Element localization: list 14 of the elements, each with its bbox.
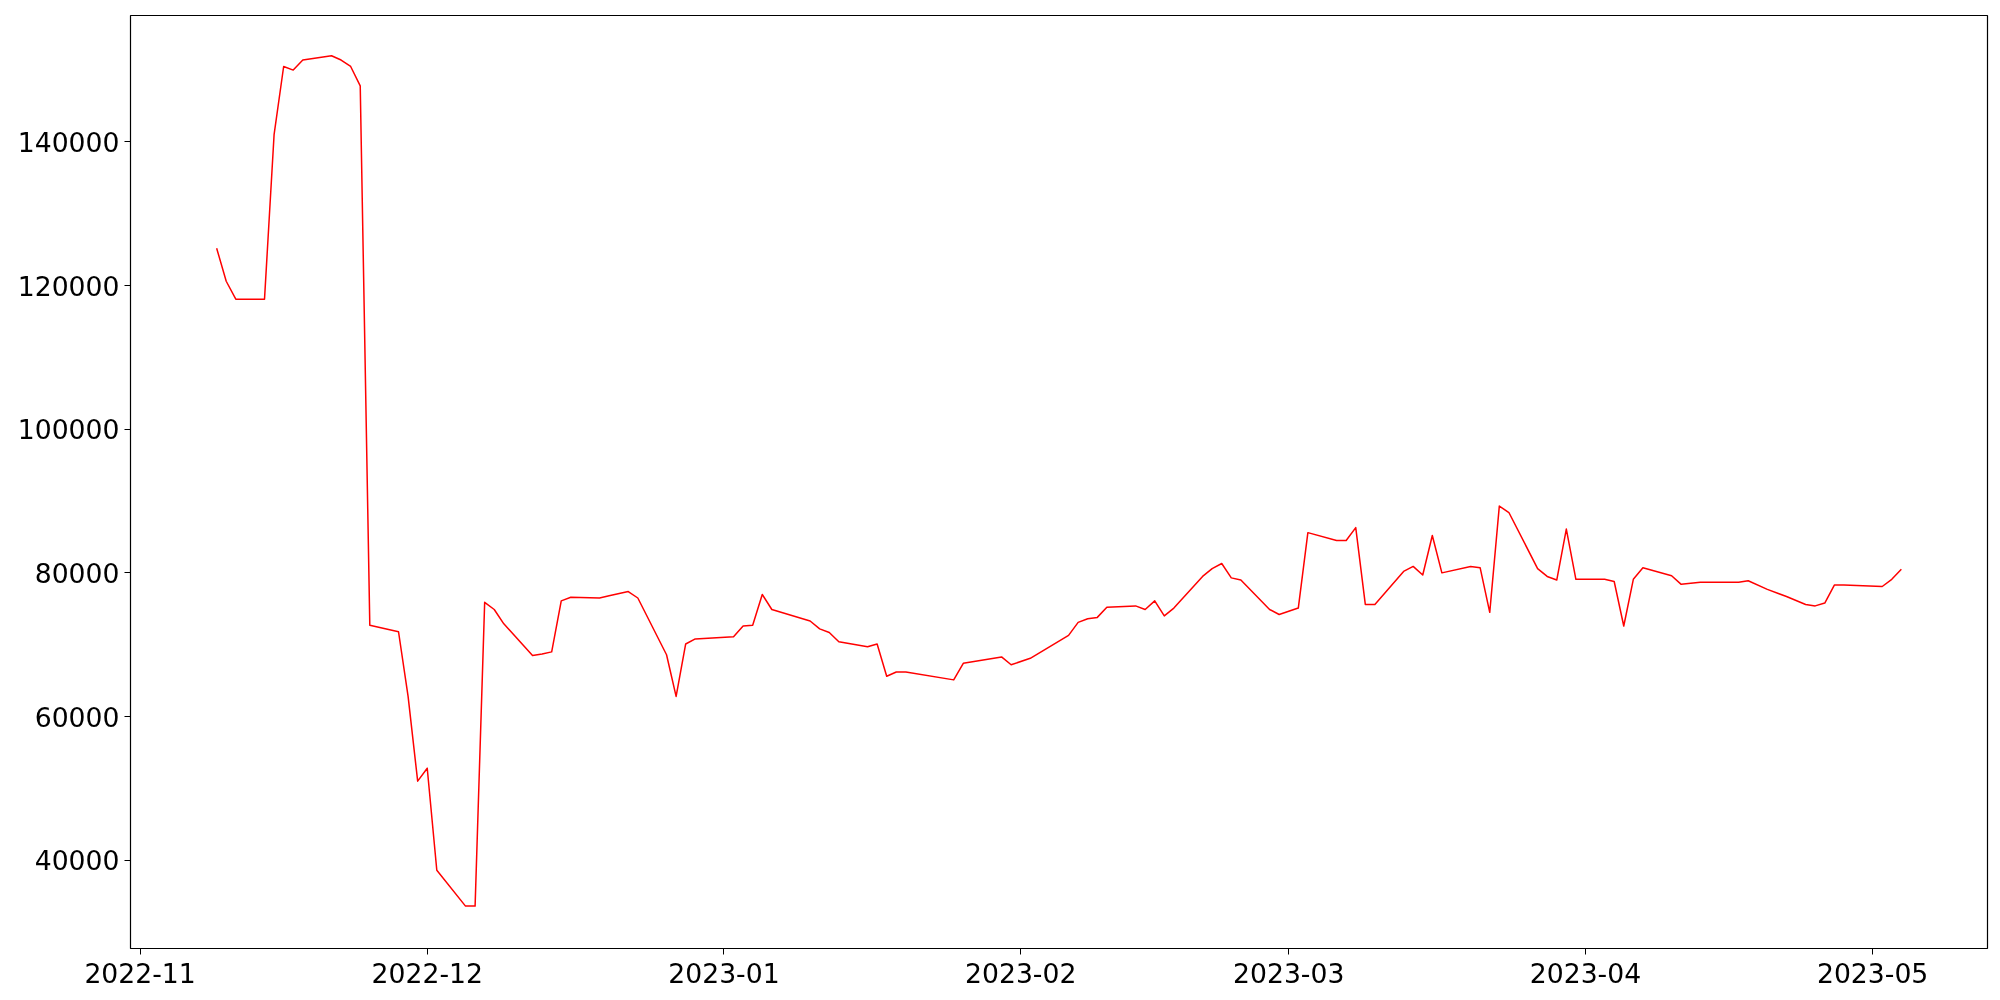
x-tick-label: 2023-02: [965, 957, 1077, 989]
x-tick-label: 2023-04: [1529, 957, 1642, 989]
x-tick-label: 2023-05: [1816, 957, 1929, 989]
x-tick-label: 2022-11: [84, 957, 196, 989]
y-tick-label: 100000: [17, 414, 120, 446]
x-tick-label: 2023-01: [668, 957, 780, 989]
x-tick-label: 2023-03: [1233, 957, 1345, 989]
y-tick-label: 40000: [34, 845, 120, 877]
y-tick-label: 140000: [17, 126, 120, 158]
y-tick-label: 60000: [34, 701, 120, 733]
y-tick-label: 120000: [17, 270, 120, 302]
line-series: [215, 54, 1903, 907]
x-tick-label: 2022-12: [371, 957, 483, 989]
y-tick-label: 80000: [34, 557, 120, 589]
